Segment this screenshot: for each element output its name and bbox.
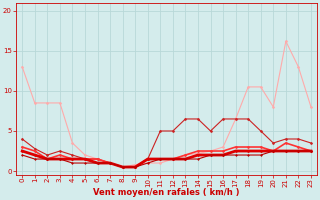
X-axis label: Vent moyen/en rafales ( km/h ): Vent moyen/en rafales ( km/h ) xyxy=(93,188,240,197)
